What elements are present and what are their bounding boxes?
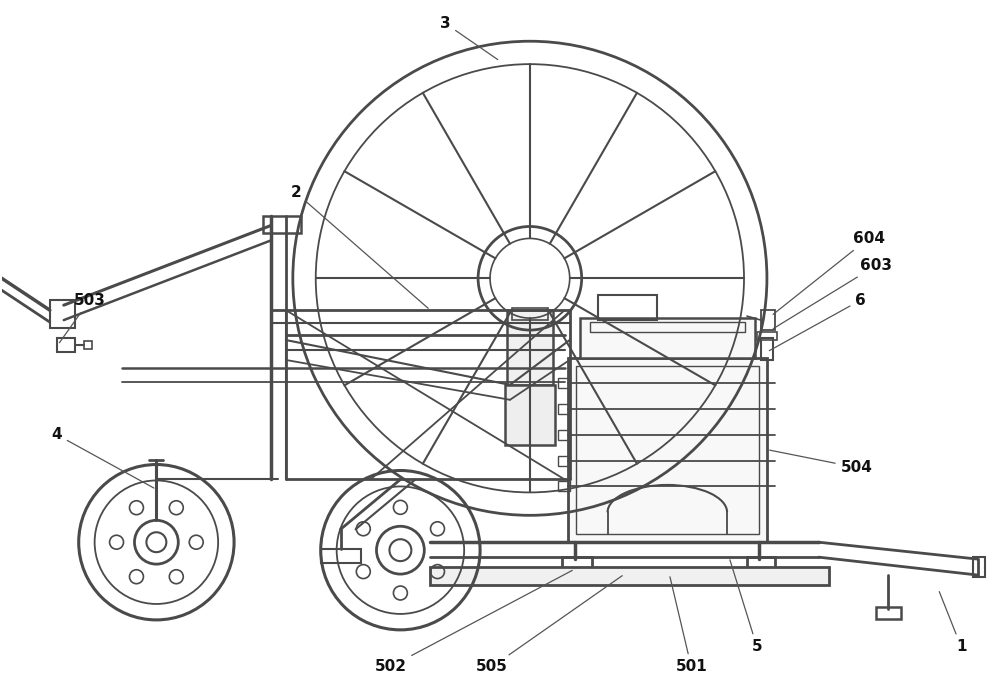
Text: 2: 2 xyxy=(290,185,428,308)
Bar xyxy=(558,430,570,439)
Bar xyxy=(761,310,775,330)
Text: 502: 502 xyxy=(374,570,572,674)
Text: 501: 501 xyxy=(670,577,707,674)
Bar xyxy=(558,482,570,491)
Bar xyxy=(84,341,92,349)
Bar xyxy=(973,557,985,577)
Bar xyxy=(761,338,773,360)
Bar xyxy=(747,557,775,569)
Bar xyxy=(876,607,901,619)
Bar xyxy=(558,404,570,414)
Text: 603: 603 xyxy=(773,258,892,328)
Bar xyxy=(57,338,75,352)
Bar xyxy=(50,300,75,328)
Bar xyxy=(580,318,755,358)
Bar xyxy=(505,385,555,445)
Text: 4: 4 xyxy=(51,427,154,488)
Bar xyxy=(598,295,657,320)
Bar xyxy=(568,358,767,542)
Bar xyxy=(576,366,759,534)
Bar xyxy=(263,216,301,234)
Bar xyxy=(321,549,361,563)
Bar xyxy=(430,567,829,585)
Text: 5: 5 xyxy=(730,560,762,654)
Text: 604: 604 xyxy=(773,231,885,315)
Bar xyxy=(757,332,777,340)
Bar xyxy=(558,378,570,388)
Text: 505: 505 xyxy=(476,576,622,674)
Bar xyxy=(558,455,570,466)
Text: 6: 6 xyxy=(769,292,866,351)
Text: 504: 504 xyxy=(770,450,873,475)
Bar xyxy=(512,308,548,320)
Bar xyxy=(590,322,745,332)
Text: 3: 3 xyxy=(440,16,498,60)
Bar xyxy=(562,557,592,569)
Text: 1: 1 xyxy=(939,592,966,654)
Bar xyxy=(507,310,553,385)
Text: 503: 503 xyxy=(59,292,106,343)
